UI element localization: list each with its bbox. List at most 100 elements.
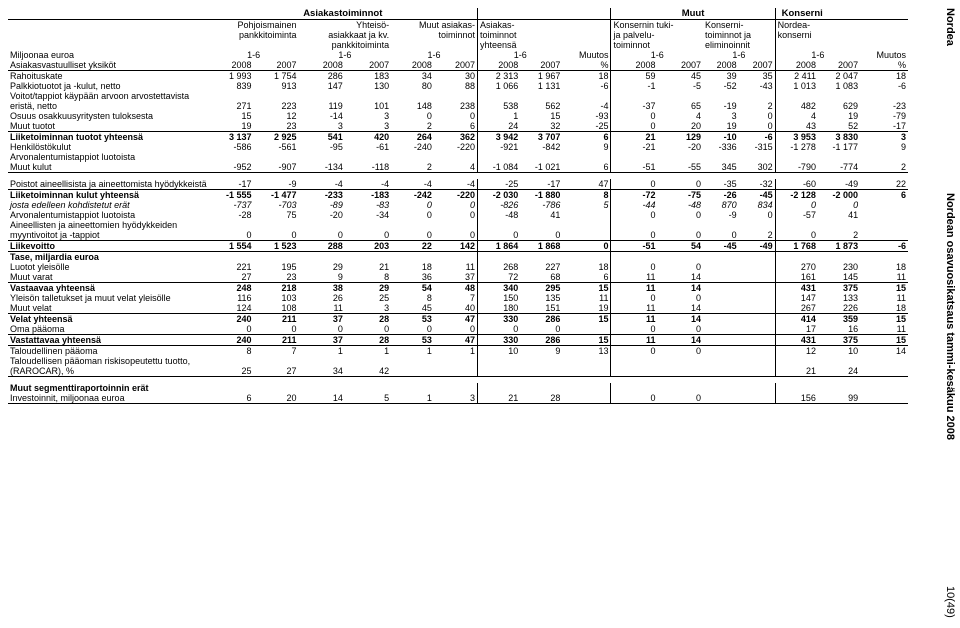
cell: -921 bbox=[477, 142, 520, 152]
row-label: myyntivoitot ja -tappiot bbox=[8, 230, 209, 241]
cell bbox=[703, 293, 739, 303]
cell: 124 bbox=[209, 303, 254, 314]
cell bbox=[860, 230, 908, 241]
cell: 47 bbox=[434, 314, 478, 325]
cell: 18 bbox=[860, 262, 908, 272]
cell: 0 bbox=[209, 230, 254, 241]
ch-1b: pankkitoiminta bbox=[209, 30, 299, 40]
cell: 203 bbox=[345, 241, 391, 252]
cell bbox=[520, 152, 562, 162]
cell: 15 bbox=[860, 283, 908, 294]
cell: 36 bbox=[391, 272, 434, 283]
cell: 40 bbox=[434, 303, 478, 314]
cell: 0 bbox=[611, 393, 658, 404]
cell: -61 bbox=[345, 142, 391, 152]
cell: 54 bbox=[657, 241, 703, 252]
table-row: Tase, miljardia euroa bbox=[8, 252, 908, 263]
cell: 1 bbox=[345, 346, 391, 357]
cell bbox=[434, 366, 478, 377]
ch-4c: yhteensä bbox=[477, 40, 562, 50]
cell: 41 bbox=[520, 210, 562, 220]
cell: 15 bbox=[562, 314, 611, 325]
ch-7b: konserni bbox=[775, 30, 860, 40]
cell: -4 bbox=[391, 179, 434, 190]
cell: -826 bbox=[477, 200, 520, 210]
cell: -586 bbox=[209, 142, 254, 152]
row-label: Tase, miljardia euroa bbox=[8, 252, 209, 263]
cell: 8 bbox=[562, 190, 611, 201]
cell: 148 bbox=[391, 101, 434, 111]
cell: 11 bbox=[434, 262, 478, 272]
cell: -17 bbox=[209, 179, 254, 190]
cell: 211 bbox=[254, 314, 299, 325]
row-label: Yleisön talletukset ja muut velat yleisö… bbox=[8, 293, 209, 303]
cell: 9 bbox=[520, 346, 562, 357]
cell bbox=[775, 152, 818, 162]
cell: 20 bbox=[254, 393, 299, 404]
cell: 248 bbox=[209, 283, 254, 294]
cell bbox=[860, 366, 908, 377]
cell: 0 bbox=[477, 230, 520, 241]
cell: 32 bbox=[520, 121, 562, 132]
cell: -48 bbox=[657, 200, 703, 210]
cell bbox=[703, 335, 739, 346]
cell: 18 bbox=[391, 262, 434, 272]
cell: 129 bbox=[657, 132, 703, 143]
cell bbox=[739, 283, 775, 294]
cell: 15 bbox=[209, 111, 254, 121]
cell: 629 bbox=[818, 101, 860, 111]
row-label: Aineellisten ja aineettomien hyödykkeide… bbox=[8, 220, 209, 230]
cell: 103 bbox=[254, 293, 299, 303]
cell: -55 bbox=[657, 162, 703, 173]
cell: -95 bbox=[299, 142, 345, 152]
cell: 9 bbox=[299, 272, 345, 283]
cell: 11 bbox=[611, 314, 658, 325]
cell: 5 bbox=[562, 200, 611, 210]
cell: 14 bbox=[657, 283, 703, 294]
cell: 145 bbox=[818, 272, 860, 283]
cell bbox=[434, 152, 478, 162]
cell: 4 bbox=[657, 111, 703, 121]
cell: -43 bbox=[739, 81, 775, 91]
cell: 0 bbox=[611, 121, 658, 132]
table-row: Oma pääoma0000000000171611 bbox=[8, 324, 908, 335]
table-row: Rahoituskate1 9931 75428618334302 3131 9… bbox=[8, 71, 908, 82]
cell: 35 bbox=[739, 71, 775, 82]
cell: -83 bbox=[345, 200, 391, 210]
cell: 431 bbox=[775, 335, 818, 346]
cell: -9 bbox=[254, 179, 299, 190]
cell: 431 bbox=[775, 283, 818, 294]
cell: -1 084 bbox=[477, 162, 520, 173]
cell: 19 bbox=[209, 121, 254, 132]
cell: 135 bbox=[520, 293, 562, 303]
cell: 19 bbox=[818, 111, 860, 121]
cell: 414 bbox=[775, 314, 818, 325]
cell: 0 bbox=[611, 324, 658, 335]
cell: 29 bbox=[299, 262, 345, 272]
financial-table: Asiakastoiminnot Muut Konserni Pohjoisma… bbox=[8, 8, 908, 404]
cell: 0 bbox=[611, 346, 658, 357]
cell: 11 bbox=[611, 335, 658, 346]
cell: -21 bbox=[611, 142, 658, 152]
cell: 0 bbox=[611, 210, 658, 220]
table-row: Aineellisten ja aineettomien hyödykkeide… bbox=[8, 220, 908, 230]
cell bbox=[739, 324, 775, 335]
row-label: Vastattavaa yhteensä bbox=[8, 335, 209, 346]
cell: -118 bbox=[345, 162, 391, 173]
cell: 53 bbox=[391, 314, 434, 325]
cell: 4 bbox=[775, 111, 818, 121]
cell: -6 bbox=[739, 132, 775, 143]
cell: 21 bbox=[775, 366, 818, 377]
cell: 13 bbox=[562, 346, 611, 357]
cell: 15 bbox=[562, 283, 611, 294]
cell: 11 bbox=[611, 283, 658, 294]
cell bbox=[477, 152, 520, 162]
cell: 8 bbox=[345, 272, 391, 283]
cell: 183 bbox=[345, 71, 391, 82]
cell: 1 868 bbox=[520, 241, 562, 252]
cell: 0 bbox=[611, 230, 658, 241]
cell: -51 bbox=[611, 241, 658, 252]
cell: 12 bbox=[254, 111, 299, 121]
cell: 420 bbox=[345, 132, 391, 143]
cell bbox=[739, 303, 775, 314]
